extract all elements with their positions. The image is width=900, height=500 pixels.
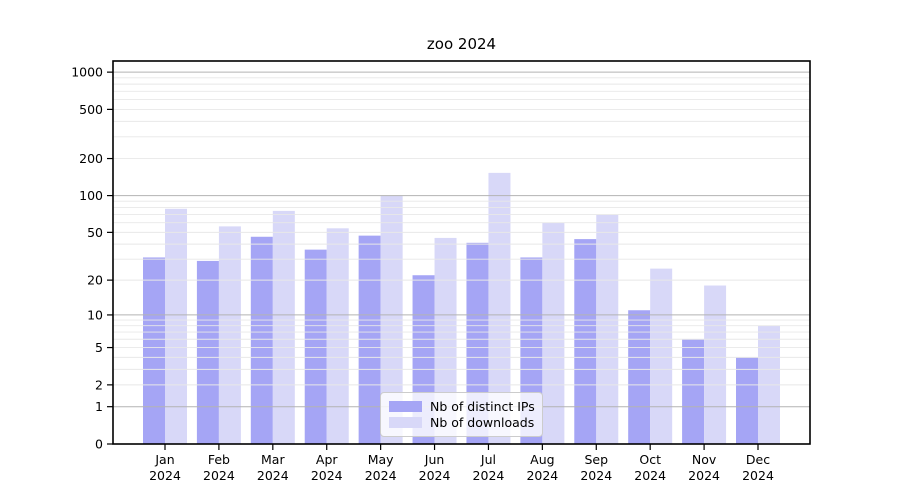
bar-distinct-ips-may xyxy=(358,235,381,444)
bar-distinct-ips-dec xyxy=(736,357,758,444)
bar-distinct-ips-oct xyxy=(628,310,651,444)
y-tick-label: 200 xyxy=(79,151,103,166)
bar-distinct-ips-feb xyxy=(196,260,219,444)
bar-downloads-mar xyxy=(272,210,295,444)
x-tick-label: Jul 2024 xyxy=(473,452,505,483)
y-tick-label: 500 xyxy=(79,102,103,117)
bar-distinct-ips-nov xyxy=(682,339,705,444)
y-tick-label: 0 xyxy=(95,437,103,452)
y-tick-label: 5 xyxy=(95,340,103,355)
chart-title: zoo 2024 xyxy=(426,35,497,53)
bar-downloads-sep xyxy=(596,214,619,444)
legend-item-distinct-ips: Nb of distinct IPs xyxy=(389,398,535,415)
x-tick-label: Jan 2024 xyxy=(149,452,181,483)
x-tick-label: Feb 2024 xyxy=(203,452,235,483)
y-tick-label: 1 xyxy=(95,399,103,414)
legend-swatch-downloads xyxy=(389,417,422,429)
plot-border xyxy=(112,60,811,445)
legend: Nb of distinct IPs Nb of downloads xyxy=(380,392,543,437)
y-tick-label: 10 xyxy=(87,307,103,322)
x-tick-label: Nov 2024 xyxy=(688,452,720,483)
bar-downloads-feb xyxy=(218,226,241,444)
x-tick-label: Dec 2024 xyxy=(742,452,774,483)
x-tick-label: Mar 2024 xyxy=(257,452,289,483)
bar-downloads-oct xyxy=(650,268,673,444)
x-tick-label: Jun 2024 xyxy=(419,452,451,483)
y-tick-label: 100 xyxy=(79,188,103,203)
x-tick-label: May 2024 xyxy=(365,452,397,483)
bar-distinct-ips-sep xyxy=(574,239,597,444)
legend-label-distinct-ips: Nb of distinct IPs xyxy=(430,398,535,414)
legend-item-downloads: Nb of downloads xyxy=(389,415,534,432)
y-tick-label: 2 xyxy=(95,377,103,392)
legend-swatch-distinct-ips xyxy=(389,400,422,412)
bar-downloads-jul xyxy=(488,172,511,444)
bar-distinct-ips-mar xyxy=(250,236,273,444)
bar-downloads-nov xyxy=(704,285,727,444)
y-tick-label: 50 xyxy=(87,225,103,240)
y-tick-label: 20 xyxy=(87,273,103,288)
legend-label-downloads: Nb of downloads xyxy=(430,415,535,431)
bar-distinct-ips-jan xyxy=(143,257,165,444)
bar-downloads-aug xyxy=(542,222,565,444)
x-tick-label: Sep 2024 xyxy=(580,452,612,483)
bar-distinct-ips-apr xyxy=(304,249,327,444)
bar-downloads-apr xyxy=(326,228,349,444)
y-tick-label: 1000 xyxy=(71,65,103,80)
x-tick-label: Apr 2024 xyxy=(311,452,343,483)
x-tick-label: Oct 2024 xyxy=(634,452,666,483)
x-tick-label: Aug 2024 xyxy=(526,452,558,483)
